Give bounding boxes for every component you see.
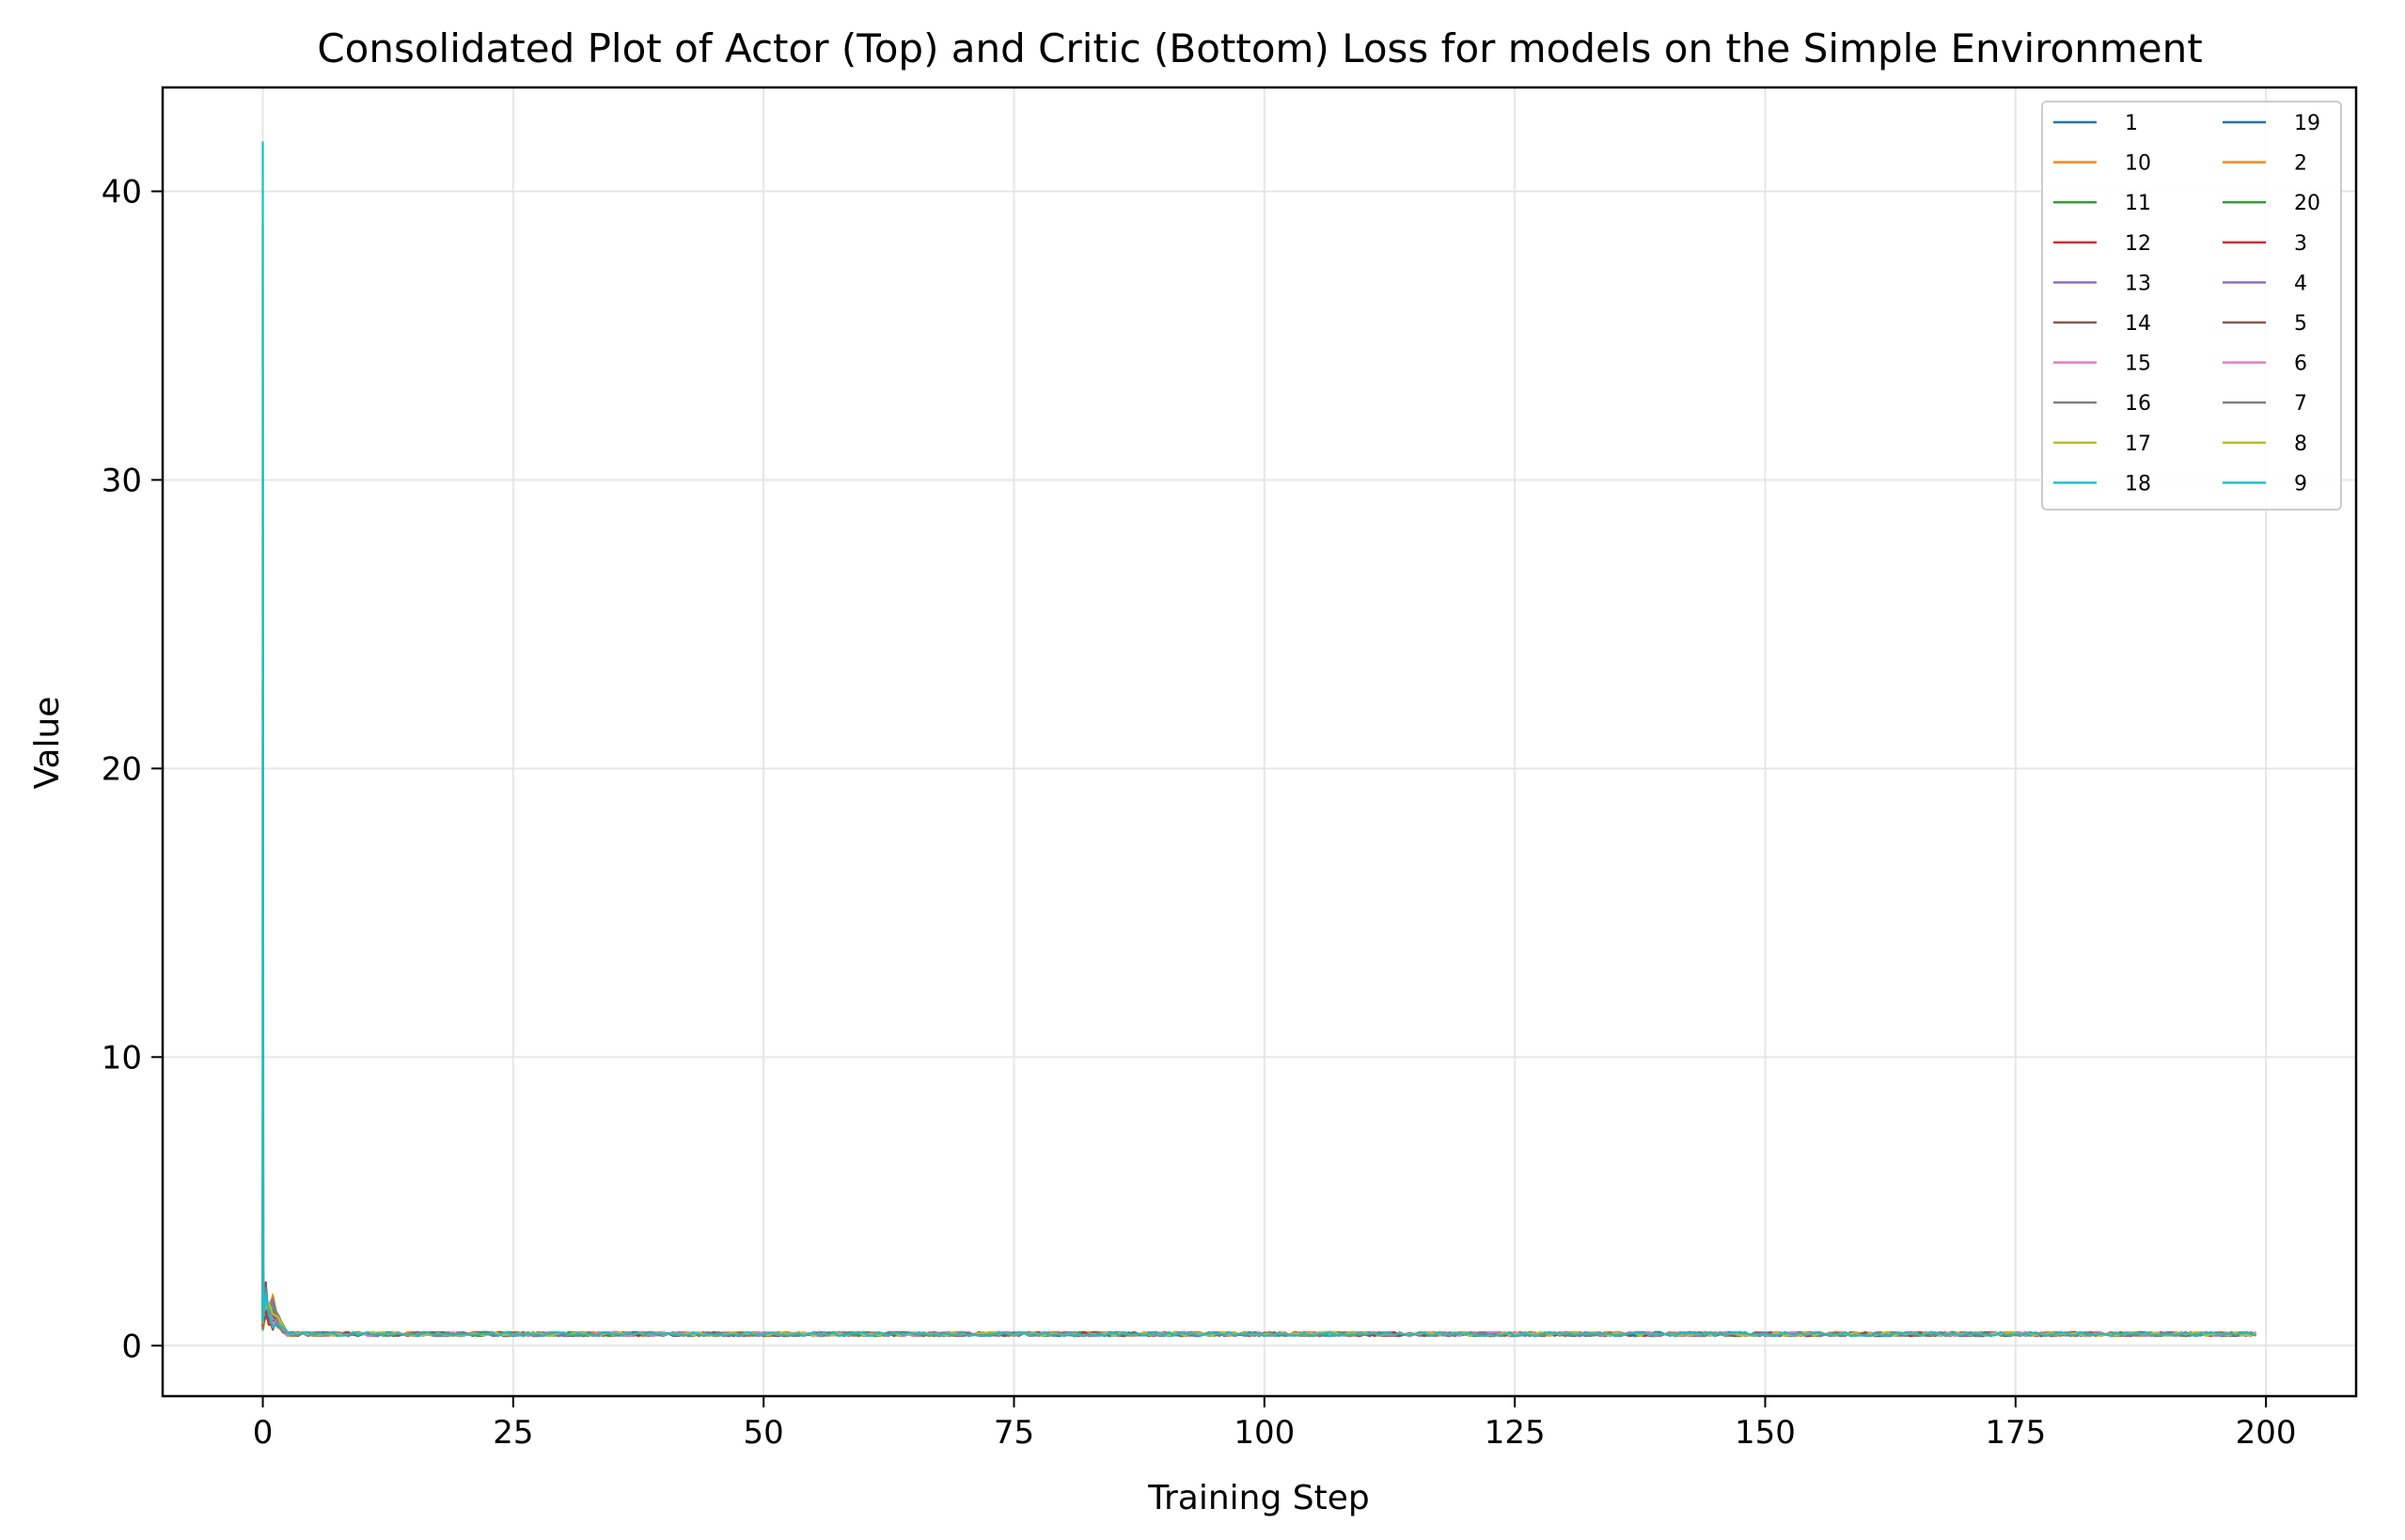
legend-label-9: 9 bbox=[2294, 472, 2307, 495]
legend-box bbox=[2041, 101, 2342, 511]
legend-label-16: 16 bbox=[2125, 392, 2151, 416]
y-axis-title: Value bbox=[28, 697, 67, 790]
legend-label-1: 1 bbox=[2125, 112, 2138, 135]
legend-label-4: 4 bbox=[2294, 272, 2307, 295]
legend-label-6: 6 bbox=[2294, 353, 2307, 376]
x-axis-title: Training Step bbox=[1147, 1479, 1369, 1517]
x-tick-label: 0 bbox=[253, 1414, 274, 1452]
legend-label-11: 11 bbox=[2125, 192, 2151, 215]
legend: 1 10 11 12 13 14 15 16 17 18 19 2 20 3 4 5 6 7 8 9 bbox=[2041, 101, 2342, 511]
y-tick-label: 20 bbox=[102, 750, 142, 788]
legend-label-17: 17 bbox=[2125, 432, 2151, 456]
plot-frame bbox=[161, 86, 2358, 1398]
legend-label-3: 3 bbox=[2294, 232, 2307, 256]
legend-label-13: 13 bbox=[2125, 272, 2151, 295]
legend-label-7: 7 bbox=[2294, 392, 2307, 416]
y-axis: 0 10 20 30 40 bbox=[102, 174, 163, 1365]
legend-label-15: 15 bbox=[2125, 353, 2151, 376]
x-tick-label: 75 bbox=[994, 1414, 1034, 1452]
y-tick-label: 10 bbox=[102, 1039, 142, 1076]
y-tick-label: 0 bbox=[121, 1328, 142, 1365]
y-tick-label: 30 bbox=[102, 462, 142, 499]
series-line-9 bbox=[261, 141, 2256, 1338]
x-tick-label: 150 bbox=[1735, 1414, 1796, 1452]
legend-label-20: 20 bbox=[2294, 192, 2320, 215]
x-tick-label: 50 bbox=[744, 1414, 784, 1452]
legend-label-10: 10 bbox=[2125, 152, 2151, 176]
legend-label-8: 8 bbox=[2294, 432, 2307, 456]
x-tick-label: 125 bbox=[1485, 1414, 1546, 1452]
x-tick-label: 175 bbox=[1985, 1414, 2046, 1452]
legend-label-5: 5 bbox=[2294, 312, 2307, 336]
series-layer bbox=[261, 141, 2257, 1338]
chart-title: Consolidated Plot of Actor (Top) and Cri… bbox=[317, 25, 2202, 71]
x-tick-label: 200 bbox=[2236, 1414, 2297, 1452]
x-tick-label: 25 bbox=[493, 1414, 533, 1452]
legend-label-18: 18 bbox=[2125, 472, 2151, 495]
legend-label-19: 19 bbox=[2294, 112, 2320, 135]
y-tick-label: 40 bbox=[102, 174, 142, 212]
x-tick-label: 100 bbox=[1234, 1414, 1295, 1452]
legend-label-14: 14 bbox=[2125, 312, 2151, 336]
x-axis: 0 25 50 75 100 125 150 175 200 bbox=[253, 1396, 2297, 1452]
legend-label-12: 12 bbox=[2125, 232, 2151, 256]
legend-label-2: 2 bbox=[2294, 152, 2307, 176]
